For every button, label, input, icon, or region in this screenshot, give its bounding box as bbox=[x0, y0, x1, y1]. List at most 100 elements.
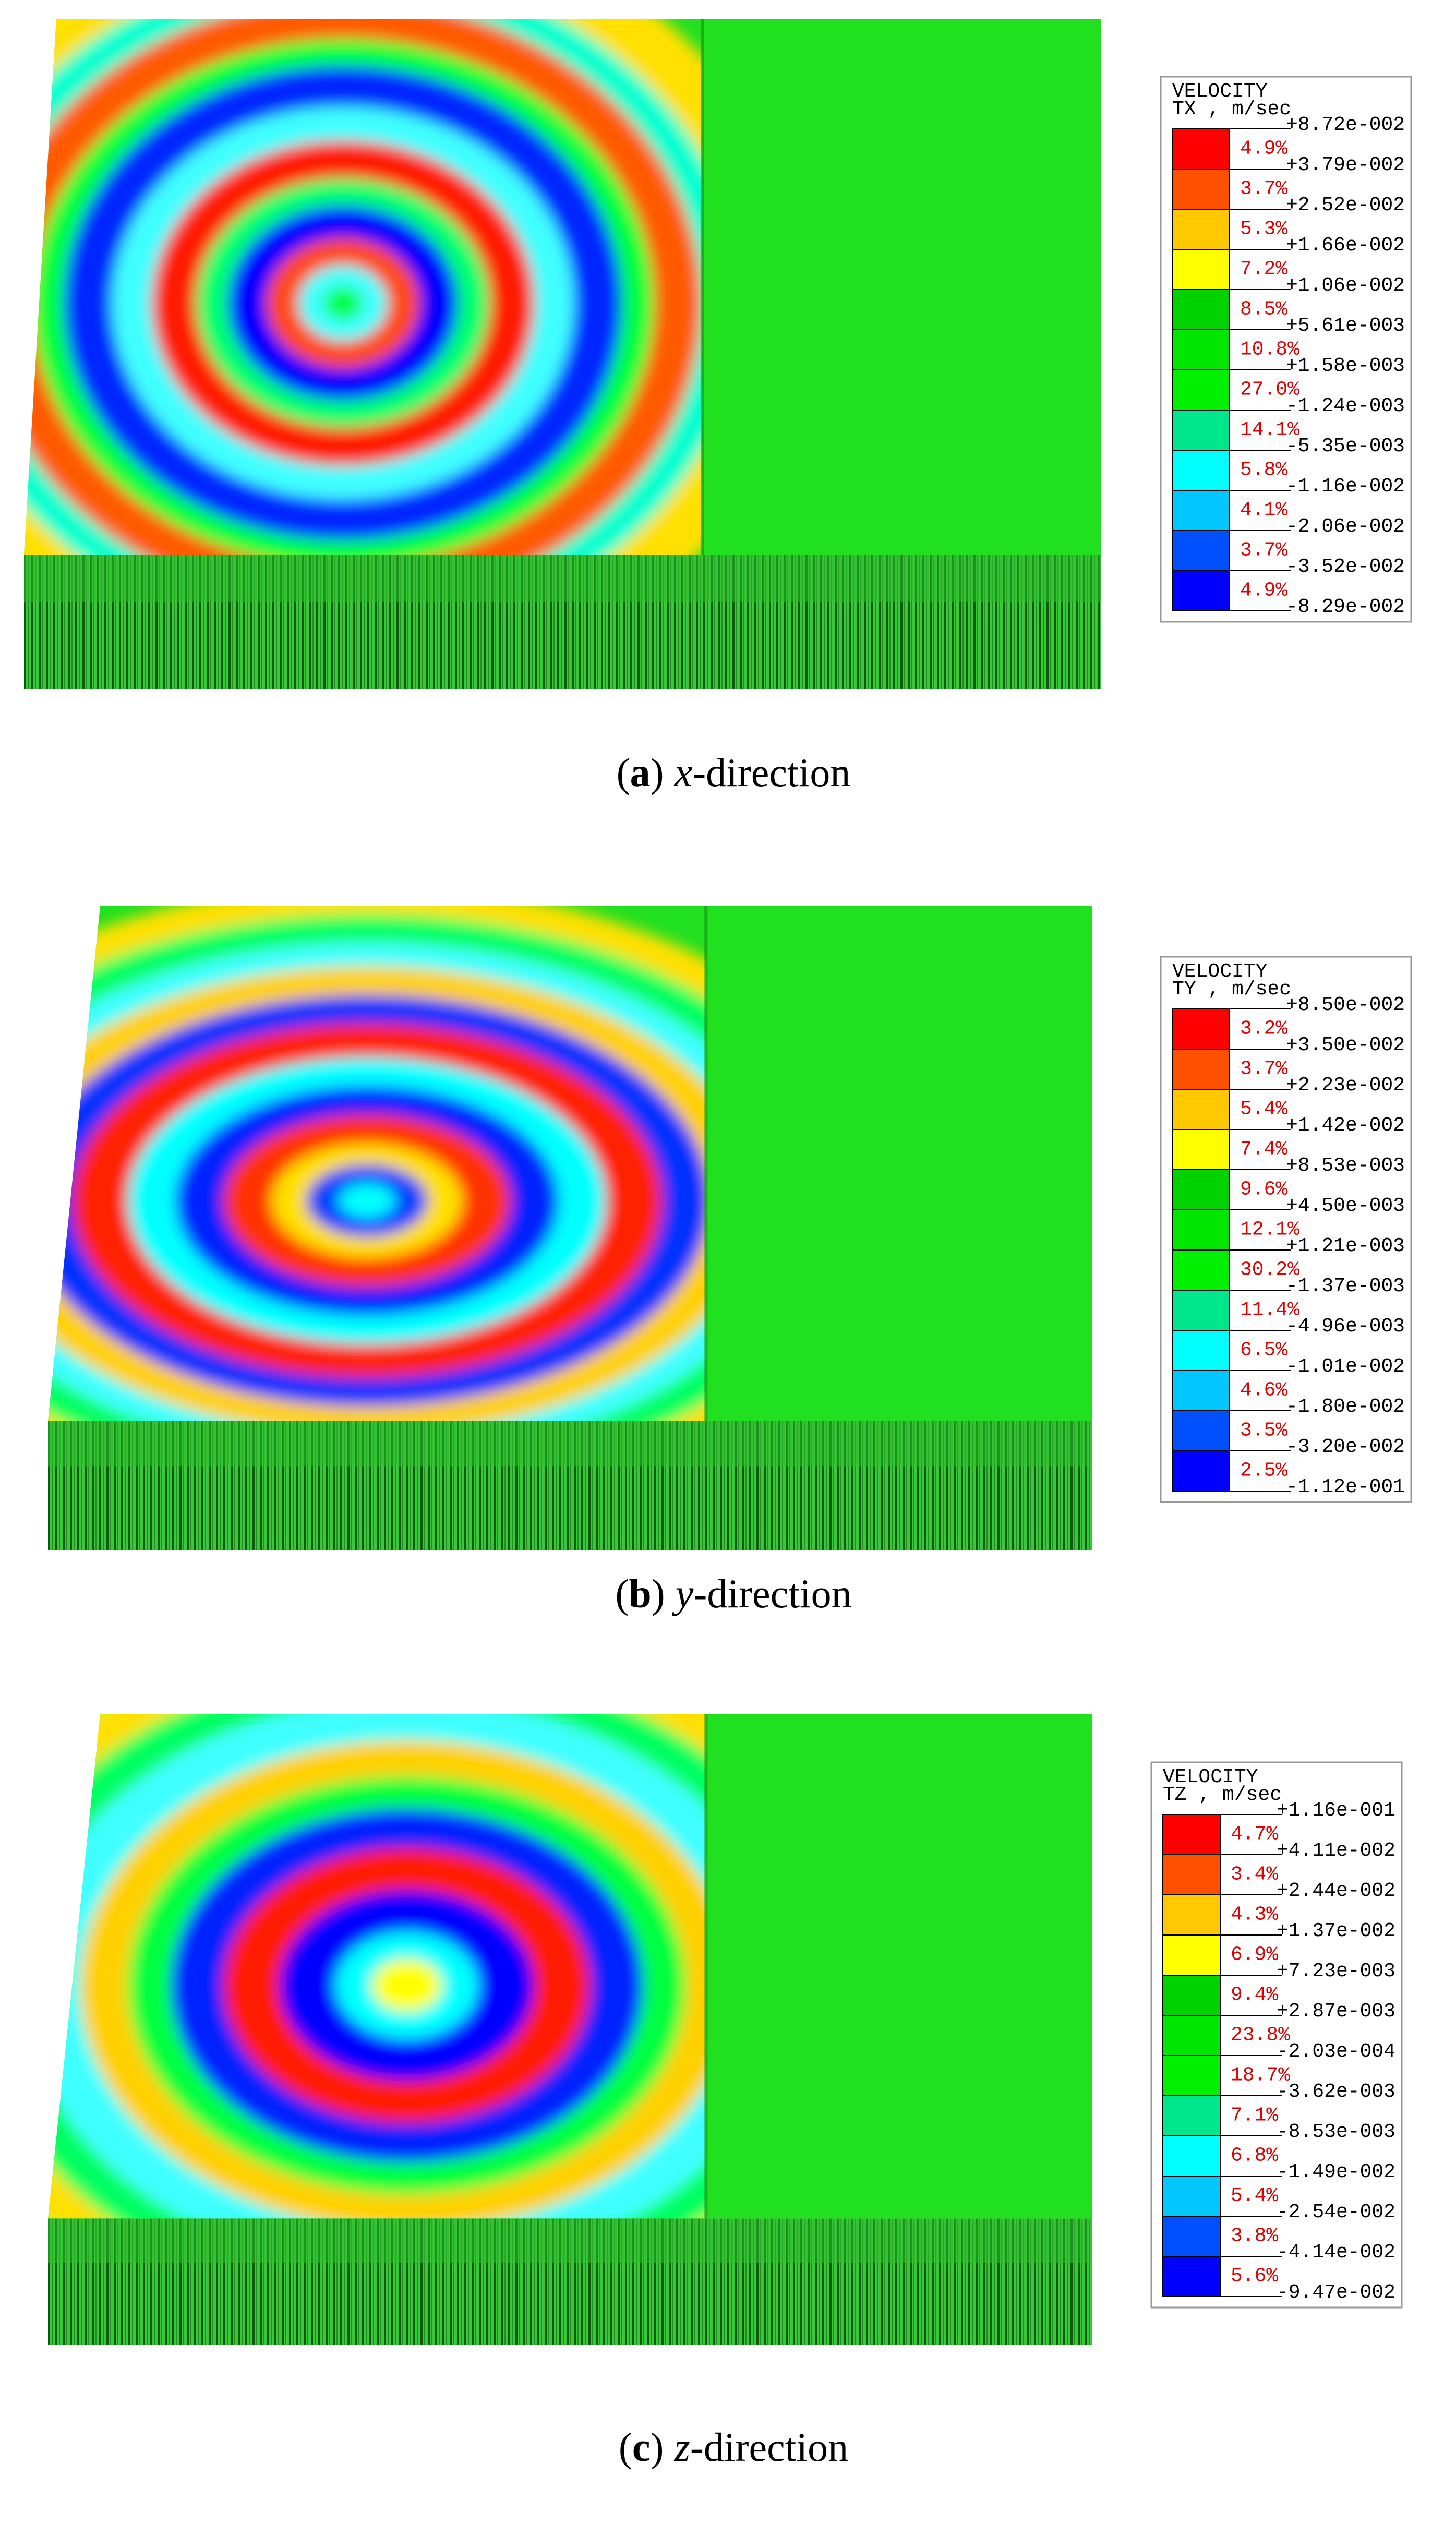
legend-percent: 5.6% bbox=[1231, 2265, 1278, 2288]
legend-swatch bbox=[1172, 1089, 1230, 1130]
legend-swatch bbox=[1172, 1450, 1230, 1492]
legend-swatch bbox=[1172, 1129, 1230, 1170]
legend-swatch bbox=[1172, 1290, 1230, 1331]
legend-percent: 18.7% bbox=[1231, 2064, 1290, 2087]
legend-swatch bbox=[1172, 289, 1230, 330]
legend-percent: 14.1% bbox=[1240, 419, 1299, 441]
legend-swatch bbox=[1172, 450, 1230, 491]
legend-swatch bbox=[1162, 1894, 1221, 1936]
legend-percent: 30.2% bbox=[1240, 1259, 1299, 1281]
legend-percent: 11.4% bbox=[1240, 1299, 1299, 1321]
legend-swatch bbox=[1172, 570, 1230, 611]
legend-swatch bbox=[1172, 169, 1230, 210]
legend-value: +8.72e-002 bbox=[1286, 114, 1405, 136]
legend-swatch bbox=[1162, 1854, 1221, 1895]
wave-rings bbox=[48, 1714, 706, 2219]
caption-open: ( bbox=[619, 2424, 632, 2470]
legend-percent: 5.4% bbox=[1240, 1098, 1287, 1121]
legend-swatch bbox=[1172, 530, 1230, 571]
legend-percent: 7.2% bbox=[1240, 258, 1287, 281]
legend-value: +3.79e-002 bbox=[1286, 154, 1405, 176]
legend-value: +5.61e-003 bbox=[1286, 315, 1405, 337]
legend-value: -8.29e-002 bbox=[1286, 596, 1405, 618]
legend-swatch bbox=[1162, 2216, 1221, 2257]
legend-percent: 4.3% bbox=[1231, 1904, 1278, 1926]
legend-value: +8.53e-003 bbox=[1286, 1155, 1405, 1177]
legend-percent: 4.9% bbox=[1240, 580, 1287, 602]
legend-value: -1.80e-002 bbox=[1286, 1396, 1405, 1418]
legend-value: -1.24e-003 bbox=[1286, 395, 1405, 417]
legend-swatch bbox=[1172, 1209, 1230, 1251]
legend-swatch bbox=[1172, 1049, 1230, 1090]
legend-swatch bbox=[1162, 2256, 1221, 2297]
caption: (b) y-direction bbox=[615, 1571, 851, 1616]
legend-value: -1.49e-002 bbox=[1277, 2161, 1395, 2183]
legend-percent: 9.6% bbox=[1240, 1179, 1287, 1201]
legend-percent: 6.9% bbox=[1231, 1944, 1278, 1966]
legend-component: TY , m/sec bbox=[1172, 978, 1291, 1001]
legend-value: +1.58e-003 bbox=[1286, 355, 1405, 377]
model-front-band bbox=[48, 2218, 1092, 2263]
legend-value: -3.52e-002 bbox=[1286, 556, 1405, 578]
legend-swatch bbox=[1172, 1370, 1230, 1411]
legend-value: +1.16e-001 bbox=[1277, 1799, 1395, 1822]
caption-close: ) bbox=[652, 1571, 665, 1616]
legend-value: -2.06e-002 bbox=[1286, 515, 1405, 538]
legend-value: -1.16e-002 bbox=[1286, 475, 1405, 498]
caption-close: ) bbox=[651, 750, 664, 795]
legend-percent: 2.5% bbox=[1240, 1460, 1287, 1482]
legend-value: -2.54e-002 bbox=[1277, 2201, 1395, 2223]
legend-percent: 3.8% bbox=[1231, 2225, 1278, 2247]
legend-value: +1.42e-002 bbox=[1286, 1114, 1405, 1137]
caption-letter: b bbox=[629, 1571, 651, 1616]
legend-swatch bbox=[1162, 2055, 1221, 2096]
legend-value: -1.12e-001 bbox=[1286, 1476, 1405, 1498]
legend-swatch bbox=[1162, 1814, 1221, 1855]
panel bbox=[48, 1714, 1092, 2345]
legend-swatch bbox=[1162, 2095, 1221, 2136]
legend-swatch bbox=[1172, 410, 1230, 451]
legend-value: -2.03e-004 bbox=[1277, 2040, 1395, 2063]
legend-swatch bbox=[1172, 128, 1230, 170]
legend-component: TZ , m/sec bbox=[1163, 1784, 1282, 1806]
caption-suffix: -direction bbox=[690, 2424, 848, 2470]
legend-percent: 7.1% bbox=[1231, 2105, 1278, 2127]
legend-percent: 27.0% bbox=[1240, 379, 1299, 401]
legend-percent: 4.7% bbox=[1231, 1823, 1278, 1846]
legend-percent: 5.4% bbox=[1231, 2185, 1278, 2207]
legend-title: VELOCITY bbox=[1172, 80, 1268, 103]
legend-percent: 4.1% bbox=[1240, 499, 1287, 522]
legend-value: -4.14e-002 bbox=[1277, 2241, 1395, 2264]
legend-value: +2.52e-002 bbox=[1286, 194, 1405, 217]
wave-rings bbox=[48, 906, 706, 1421]
wave-field bbox=[48, 1714, 706, 2219]
legend-swatch bbox=[1162, 2015, 1221, 2056]
legend-swatch bbox=[1172, 490, 1230, 531]
legend-value: -4.96e-003 bbox=[1286, 1315, 1405, 1338]
legend-swatch bbox=[1172, 1330, 1230, 1371]
wave-field bbox=[48, 906, 706, 1421]
legend-value: -3.20e-002 bbox=[1286, 1436, 1405, 1458]
legend-swatch bbox=[1172, 1169, 1230, 1210]
legend-percent: 9.4% bbox=[1231, 1984, 1278, 2006]
legend-title: VELOCITY bbox=[1163, 1766, 1258, 1788]
legend-title: VELOCITY bbox=[1172, 960, 1268, 983]
legend-swatch bbox=[1162, 2176, 1221, 2217]
caption-axis: x bbox=[674, 750, 693, 795]
panel bbox=[48, 906, 1092, 1550]
legend-value: +8.50e-002 bbox=[1286, 994, 1405, 1016]
legend-value: +1.06e-002 bbox=[1286, 274, 1405, 297]
legend-swatch bbox=[1172, 209, 1230, 250]
legend-percent: 12.1% bbox=[1240, 1219, 1299, 1241]
legend-value: +3.50e-002 bbox=[1286, 1034, 1405, 1056]
legend-value: +4.11e-002 bbox=[1277, 1840, 1395, 1862]
legend-value: +2.87e-003 bbox=[1277, 2000, 1395, 2023]
legend-value: +2.44e-002 bbox=[1277, 1880, 1395, 1902]
caption-close: ) bbox=[651, 2424, 664, 2470]
legend-percent: 6.8% bbox=[1231, 2145, 1278, 2167]
legend-value: +1.21e-003 bbox=[1286, 1235, 1405, 1257]
